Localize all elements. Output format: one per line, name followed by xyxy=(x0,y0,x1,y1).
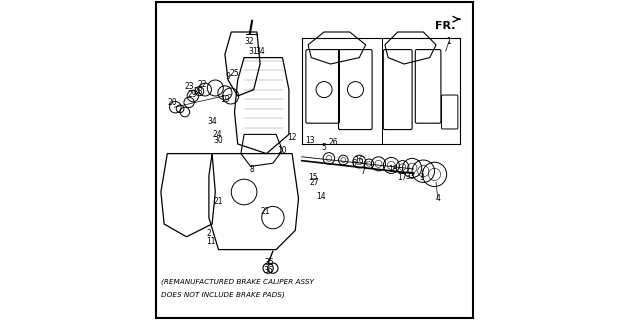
Text: 14: 14 xyxy=(316,192,326,201)
Text: 27: 27 xyxy=(309,178,320,187)
Text: 36: 36 xyxy=(263,266,273,275)
Text: 21: 21 xyxy=(214,197,223,206)
Text: 29: 29 xyxy=(187,90,197,99)
Text: 6: 6 xyxy=(351,159,356,168)
Text: 4: 4 xyxy=(435,194,440,203)
Text: 31: 31 xyxy=(248,47,257,56)
Text: 21: 21 xyxy=(260,207,270,216)
Text: 32: 32 xyxy=(244,37,253,46)
Text: 9: 9 xyxy=(226,72,231,81)
Text: 7: 7 xyxy=(360,167,365,176)
Text: 10: 10 xyxy=(277,146,287,155)
Text: 34: 34 xyxy=(255,47,265,56)
Text: (REMANUFACTURED BRAKE CALIPER ASSY: (REMANUFACTURED BRAKE CALIPER ASSY xyxy=(161,278,314,285)
Text: 17: 17 xyxy=(398,173,408,182)
Text: 2: 2 xyxy=(206,229,211,238)
Text: 8: 8 xyxy=(250,165,255,174)
Text: FR.: FR. xyxy=(435,21,455,31)
Text: 13: 13 xyxy=(305,136,314,145)
Text: 11: 11 xyxy=(206,237,215,246)
Text: 33: 33 xyxy=(406,172,415,180)
Text: 28: 28 xyxy=(194,87,203,96)
Text: 15: 15 xyxy=(308,173,318,182)
Text: 16: 16 xyxy=(355,156,364,164)
Text: 19: 19 xyxy=(220,95,230,104)
Text: 34: 34 xyxy=(207,117,217,126)
Text: 12: 12 xyxy=(287,133,297,142)
Text: 26: 26 xyxy=(329,138,338,147)
Text: 30: 30 xyxy=(214,136,223,145)
Text: 23: 23 xyxy=(184,82,194,91)
Text: 22: 22 xyxy=(197,80,206,89)
Text: 35: 35 xyxy=(264,258,274,267)
Text: 24: 24 xyxy=(212,130,221,139)
Text: 3: 3 xyxy=(420,173,424,182)
Text: DOES NOT INCLUDE BRAKE PADS): DOES NOT INCLUDE BRAKE PADS) xyxy=(161,291,285,298)
Text: 5: 5 xyxy=(321,143,326,152)
Text: 20: 20 xyxy=(167,98,177,107)
Text: 25: 25 xyxy=(230,69,239,78)
Text: 18: 18 xyxy=(388,165,398,174)
Text: 1: 1 xyxy=(447,37,451,46)
